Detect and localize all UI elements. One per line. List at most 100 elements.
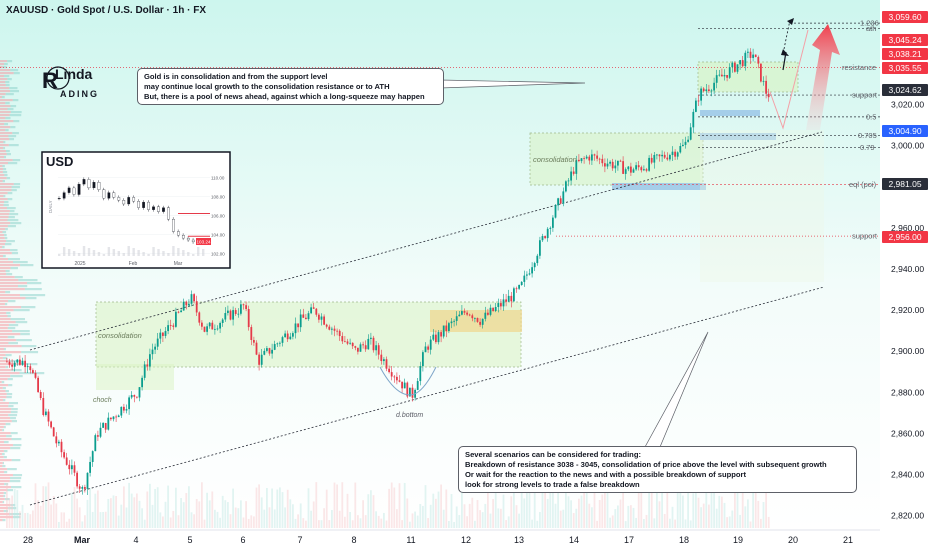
candle-body: [362, 344, 364, 346]
volume-bar: [432, 493, 435, 528]
candle-body: [328, 326, 331, 330]
volume-bar: [453, 521, 455, 528]
candle-body: [520, 281, 523, 286]
profile-bar-sell: [0, 438, 12, 441]
candle-body: [159, 332, 162, 339]
inset-volume-bar: [87, 248, 91, 256]
candle-body: [91, 451, 94, 462]
candle-body: [606, 163, 609, 167]
candle-body: [481, 318, 484, 325]
volume-bar: [123, 486, 125, 528]
candle-body: [16, 359, 19, 363]
volume-bar: [721, 496, 723, 528]
brand-logo: R Linda ADING: [40, 64, 130, 104]
profile-bar-buy: [7, 327, 16, 330]
volume-bar: [461, 492, 463, 528]
profile-bar-sell: [0, 189, 12, 192]
volume-bar: [375, 511, 377, 528]
candle-body: [305, 317, 307, 320]
volume-bar: [557, 491, 559, 528]
candle-body: [383, 359, 385, 362]
volume-bar: [52, 496, 55, 528]
x-tick-label: 14: [569, 535, 579, 545]
candle-body: [624, 169, 627, 174]
volume-bar: [146, 491, 149, 528]
candle-body: [52, 427, 55, 437]
candle-body: [130, 395, 133, 398]
profile-bar-sell: [0, 435, 7, 438]
volume-bar: [609, 517, 611, 528]
candle-body: [403, 382, 406, 389]
candle-body: [663, 154, 666, 158]
candle-body: [565, 181, 567, 192]
profile-bar-buy: [27, 282, 42, 285]
candle-body: [115, 416, 117, 418]
inset-candle-body: [152, 206, 155, 210]
candle-body: [263, 350, 266, 355]
candle-body: [692, 111, 695, 128]
level-label: 0.5: [866, 112, 876, 121]
profile-bar-buy: [13, 183, 21, 186]
volume-bar: [260, 497, 263, 528]
candle-body: [461, 311, 463, 315]
profile-bar-sell: [0, 267, 11, 270]
volume-bar: [81, 521, 84, 528]
candle-body: [338, 330, 341, 337]
candle-body: [632, 169, 635, 173]
volume-bar: [258, 484, 260, 528]
volume-bar: [136, 493, 138, 528]
profile-bar-buy: [3, 195, 6, 198]
inset-y-tick-label: 102.00: [211, 251, 225, 256]
volume-bar: [752, 483, 754, 528]
profile-bar-sell: [0, 399, 4, 402]
volume-bar: [307, 488, 310, 528]
volume-bar: [619, 499, 622, 528]
profile-bar-buy: [6, 153, 11, 156]
bottom-callout-line-2: Breakdown of resistance 3038 - 3045, con…: [465, 460, 827, 469]
profile-bar-buy: [5, 81, 10, 84]
volume-bar: [653, 518, 656, 528]
profile-bar-sell: [0, 357, 3, 360]
profile-bar-sell: [0, 450, 4, 453]
profile-bar-buy: [10, 267, 18, 270]
volume-bar: [338, 510, 341, 528]
profile-bar-buy: [12, 159, 21, 162]
candle-body: [739, 60, 741, 65]
volume-bar: [133, 497, 136, 528]
candle-body: [401, 381, 403, 389]
profile-bar-buy: [2, 519, 6, 522]
candle-body: [593, 154, 596, 156]
top-callout-line-2: may continue local growth to the consoli…: [144, 82, 390, 91]
candle-body: [333, 328, 336, 331]
volume-bar: [728, 516, 731, 528]
level-label: support: [852, 91, 878, 100]
candle-body: [671, 151, 674, 156]
volume-bar: [762, 502, 765, 528]
inset-volume-bar: [142, 252, 145, 256]
candle-body: [585, 156, 588, 159]
candle-body: [71, 465, 73, 470]
volume-bar: [554, 503, 557, 528]
volume-bar: [333, 482, 336, 528]
volume-bar: [669, 518, 671, 528]
candle-body: [206, 326, 208, 332]
chart-header-title: XAUUSD · Gold Spot / U.S. Dollar · 1h · …: [6, 5, 207, 16]
inset-volume-bar: [152, 247, 155, 256]
volume-bar: [458, 515, 461, 528]
volume-bar: [388, 488, 390, 528]
volume-bar: [424, 485, 427, 528]
candle-body: [484, 312, 487, 319]
price-box: [882, 84, 928, 96]
candle-body: [635, 165, 637, 170]
candle-body: [112, 416, 115, 420]
volume-bar: [281, 492, 284, 528]
profile-bar-buy: [2, 231, 7, 234]
profile-bar-buy: [4, 237, 8, 240]
volume-bar: [624, 521, 627, 528]
profile-bar-sell: [0, 174, 5, 177]
inset-candle-body: [127, 197, 131, 205]
profile-bar-buy: [16, 339, 32, 342]
profile-bar-sell: [0, 456, 4, 459]
profile-bar-sell: [0, 477, 10, 480]
profile-bar-sell: [0, 114, 10, 117]
